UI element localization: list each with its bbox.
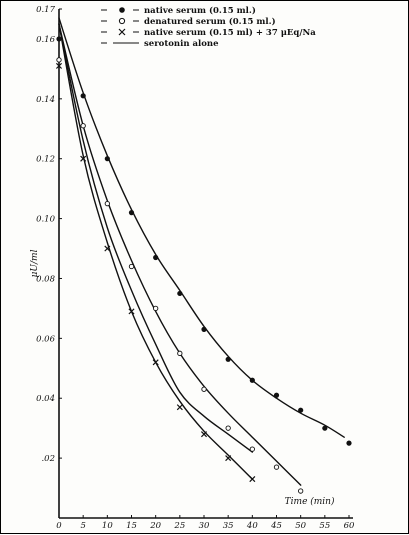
point-denatured-serum-0-15-ml bbox=[56, 57, 62, 63]
point-native-serum-0-15-ml bbox=[128, 210, 135, 216]
point-native-serum-0-15-ml bbox=[153, 254, 159, 261]
y-tick-label: 0.16 bbox=[36, 35, 56, 45]
point-native-serum-0-15-ml-37-eq-na bbox=[176, 404, 183, 411]
y-tick-label: 0.14 bbox=[36, 95, 55, 105]
x-tick-label: 5 bbox=[80, 521, 85, 531]
legend-symbol-denatured-serum-0-15-ml bbox=[118, 17, 126, 25]
x-tick-label: 25 bbox=[173, 521, 185, 531]
y-axis-label: μU/ml bbox=[30, 249, 40, 277]
legend-symbol-native-serum-0-15-ml bbox=[119, 7, 125, 13]
y-tick-label: 0.12 bbox=[36, 155, 55, 165]
x-tick-label: 60 bbox=[344, 521, 355, 531]
point-native-serum-0-15-ml bbox=[298, 407, 304, 413]
point-native-serum-0-15-ml bbox=[104, 156, 110, 162]
point-denatured-serum-0-15-ml bbox=[128, 263, 135, 270]
point-native-serum-0-15-ml-37-eq-na bbox=[80, 155, 87, 162]
point-denatured-serum-0-15-ml bbox=[298, 488, 304, 494]
point-denatured-serum-0-15-ml bbox=[153, 305, 159, 312]
point-denatured-serum-0-15-ml bbox=[80, 123, 86, 129]
point-native-serum-0-15-ml-37-eq-na bbox=[152, 359, 159, 366]
legend-label-native-serum-0-15-ml-37-eq-na: native serum (0.15 ml) + 37 μEq/Na bbox=[144, 27, 316, 38]
point-native-serum-0-15-ml bbox=[249, 377, 255, 383]
x-tick-label: 15 bbox=[126, 521, 137, 531]
x-tick-label: 50 bbox=[295, 521, 306, 531]
series-markers bbox=[55, 36, 352, 494]
curve-denatured-serum-0-15-ml bbox=[58, 23, 302, 486]
axes bbox=[58, 8, 353, 519]
series-curves bbox=[58, 17, 345, 486]
point-denatured-serum-0-15-ml bbox=[225, 425, 231, 431]
y-tick-label: .02 bbox=[41, 454, 55, 464]
legend-label-denatured-serum-0-15-ml: denatured serum (0.15 ml.) bbox=[144, 16, 276, 27]
x-tick-labels: 0 5 10 15 20 25 30 35 40 45 50 55 60 bbox=[56, 521, 355, 531]
point-native-serum-0-15-ml-37-eq-na bbox=[55, 62, 63, 69]
point-native-serum-0-15-ml-37-eq-na bbox=[200, 431, 208, 438]
x-tick-label: 55 bbox=[319, 521, 330, 531]
legend: native serum (0.15 ml.)denatured serum (… bbox=[101, 5, 316, 49]
x-tick-label: 20 bbox=[149, 521, 161, 531]
point-denatured-serum-0-15-ml bbox=[273, 464, 280, 470]
x-tick-label: 30 bbox=[199, 521, 210, 531]
curve-native-serum-0-15-ml bbox=[58, 17, 345, 438]
point-native-serum-0-15-ml-37-eq-na bbox=[128, 308, 135, 315]
y-tick-label: 0.06 bbox=[36, 334, 56, 344]
x-tick-label: 10 bbox=[102, 521, 113, 531]
legend-label-native-serum-0-15-ml: native serum (0.15 ml.) bbox=[144, 5, 256, 16]
curve-serotonin-alone bbox=[58, 23, 253, 453]
point-denatured-serum-0-15-ml bbox=[201, 386, 207, 392]
point-native-serum-0-15-ml bbox=[56, 36, 62, 42]
x-tick-label: 0 bbox=[56, 521, 62, 531]
x-axis-label: Time (min) bbox=[285, 496, 335, 507]
point-native-serum-0-15-ml bbox=[273, 392, 280, 398]
point-native-serum-0-15-ml bbox=[201, 326, 207, 332]
point-denatured-serum-0-15-ml bbox=[104, 200, 110, 207]
y-tick-label: 0.10 bbox=[36, 215, 56, 225]
point-native-serum-0-15-ml bbox=[177, 290, 183, 297]
point-native-serum-0-15-ml bbox=[80, 93, 86, 99]
point-native-serum-0-15-ml bbox=[225, 356, 231, 362]
point-native-serum-0-15-ml-37-eq-na bbox=[249, 476, 256, 483]
point-native-serum-0-15-ml-37-eq-na bbox=[225, 455, 232, 462]
y-tick-labels: .02 0.04 0.06 0.08 0.10 0.12 0.14 0.16 0.17 bbox=[36, 5, 56, 464]
x-tick-label: 40 bbox=[246, 521, 258, 531]
point-native-serum-0-15-ml bbox=[346, 440, 352, 446]
x-tick-label: 45 bbox=[270, 521, 282, 531]
y-tick-label: 0.17 bbox=[36, 5, 56, 15]
curve-native-serum-0-15-ml-37-eq-na bbox=[58, 23, 253, 480]
y-tick-label: 0.08 bbox=[36, 274, 56, 284]
point-native-serum-0-15-ml bbox=[322, 425, 328, 431]
point-denatured-serum-0-15-ml bbox=[177, 350, 183, 356]
point-denatured-serum-0-15-ml bbox=[249, 446, 255, 452]
legend-symbol-native-serum-0-15-ml-37-eq-na bbox=[118, 28, 126, 36]
point-native-serum-0-15-ml-37-eq-na bbox=[104, 245, 111, 252]
x-tick-label: 35 bbox=[223, 521, 234, 531]
legend-label-serotonin-alone: serotonin alone bbox=[144, 39, 219, 49]
y-tick-label: 0.04 bbox=[36, 394, 55, 404]
